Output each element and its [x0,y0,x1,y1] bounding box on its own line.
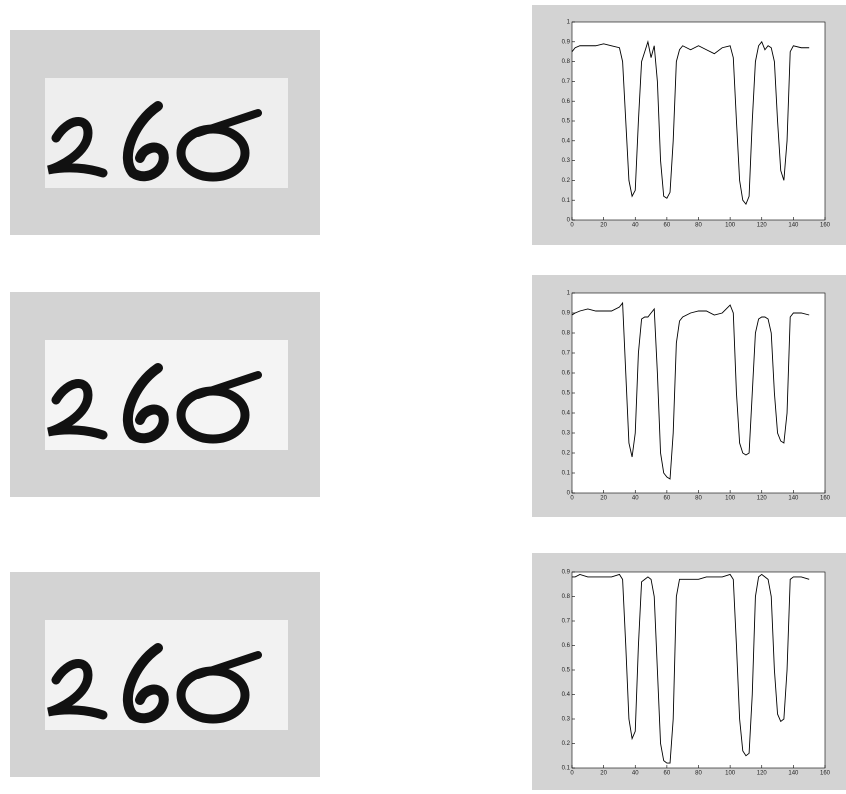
x-tick-label: 120 [757,496,768,502]
y-tick-label: 0.9 [562,311,571,317]
y-tick-label: 0.5 [562,391,571,397]
x-tick-label: 60 [664,771,671,777]
y-tick-label: 0.3 [562,158,571,164]
y-tick-label: 0.5 [562,119,571,125]
x-tick-label: 100 [725,771,736,777]
y-tick-label: 0.7 [562,79,571,85]
x-tick-label: 80 [695,496,702,502]
x-tick-label: 160 [820,496,831,502]
y-tick-label: 0.7 [562,351,571,357]
x-tick-label: 20 [600,771,607,777]
y-tick-label: 0.7 [562,619,571,625]
x-tick-label: 80 [695,223,702,229]
y-tick-label: 0.9 [562,570,571,576]
x-tick-label: 140 [788,496,799,502]
x-tick-label: 40 [632,496,639,502]
x-tick-label: 100 [725,223,736,229]
y-tick-label: 0.6 [562,371,571,377]
y-tick-label: 0.2 [562,451,571,457]
x-tick-label: 40 [632,223,639,229]
y-tick-label: 0.8 [562,594,571,600]
y-tick-label: 0.1 [562,766,571,772]
y-tick-label: 0.1 [562,198,571,204]
y-tick-label: 0.4 [562,411,571,417]
x-tick-label: 40 [632,771,639,777]
x-tick-label: 120 [757,223,768,229]
y-tick-label: 0.2 [562,178,571,184]
y-tick-label: 0.2 [562,741,571,747]
plot-area [572,22,825,220]
x-tick-label: 140 [788,223,799,229]
x-tick-label: 160 [820,223,831,229]
y-tick-label: 0.6 [562,643,571,649]
y-tick-label: 0.8 [562,59,571,65]
y-tick-label: 0.1 [562,471,571,477]
y-tick-label: 0.5 [562,668,571,674]
x-tick-label: 20 [600,496,607,502]
y-tick-label: 0.9 [562,39,571,45]
y-tick-label: 0.6 [562,99,571,105]
x-tick-label: 20 [600,223,607,229]
figure: 00.10.20.30.40.50.60.70.80.9102040608010… [0,0,846,794]
plot-area [572,293,825,493]
x-tick-label: 60 [664,496,671,502]
y-tick-label: 0.4 [562,138,571,144]
y-tick-label: 0.4 [562,692,571,698]
x-tick-label: 80 [695,771,702,777]
x-tick-label: 120 [757,771,768,777]
x-tick-label: 100 [725,496,736,502]
y-tick-label: 0.3 [562,431,571,437]
y-tick-label: 0.3 [562,717,571,723]
x-tick-label: 60 [664,223,671,229]
y-tick-label: 0.8 [562,331,571,337]
x-tick-label: 160 [820,771,831,777]
x-tick-label: 140 [788,771,799,777]
